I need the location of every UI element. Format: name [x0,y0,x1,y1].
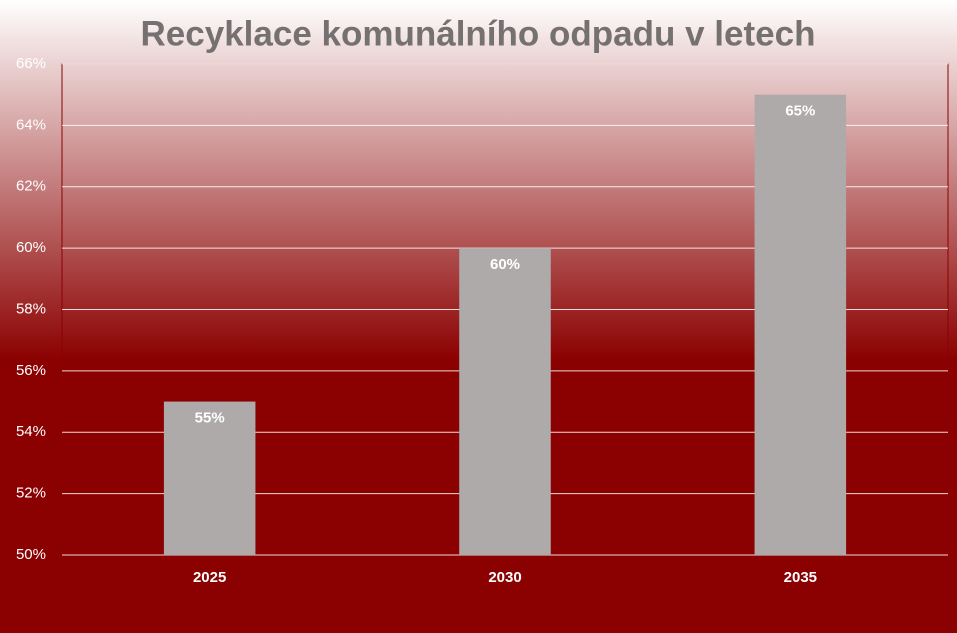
x-tick-label: 2035 [784,569,817,586]
y-tick-label: 56% [16,362,46,379]
data-label: 60% [490,256,520,273]
x-tick-label: 2025 [193,569,226,586]
bar [163,401,256,555]
y-tick-label: 66% [16,55,46,72]
y-tick-label: 60% [16,239,46,256]
y-tick-label: 54% [16,423,46,440]
y-tick-label: 50% [16,546,46,563]
chart-title: Recyklace komunálního odpadu v letech [141,14,816,53]
y-tick-label: 58% [16,300,46,317]
data-label: 55% [195,410,225,427]
data-label: 65% [785,103,815,120]
bar [459,248,551,555]
y-tick-label: 64% [16,116,46,133]
bar [754,94,847,555]
y-tick-label: 52% [16,485,46,502]
y-tick-label: 62% [16,178,46,195]
x-tick-label: 2030 [488,569,521,586]
